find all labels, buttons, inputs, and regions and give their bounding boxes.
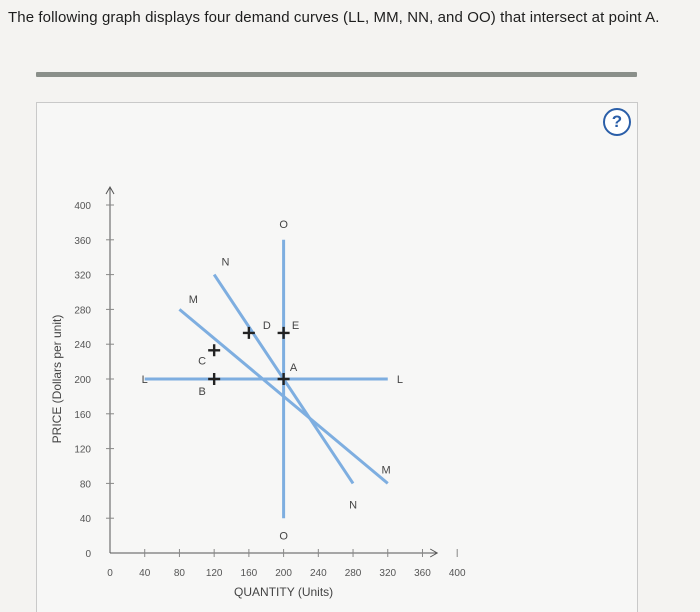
y-tick-label: 280 bbox=[74, 305, 91, 316]
help-button[interactable]: ? bbox=[603, 108, 631, 136]
point-b-label: B bbox=[198, 386, 205, 398]
y-tick-label: 160 bbox=[74, 410, 91, 421]
curve-label-m: M bbox=[189, 294, 198, 306]
y-tick-label: 400 bbox=[74, 201, 91, 212]
y-tick-label: 80 bbox=[80, 479, 92, 490]
x-tick-label: 320 bbox=[379, 568, 396, 579]
y-tick-label: 120 bbox=[74, 445, 91, 456]
curve-label-l: L bbox=[397, 374, 403, 386]
curve-label-o: O bbox=[279, 219, 288, 231]
y-tick-label: 320 bbox=[74, 271, 91, 282]
x-tick-label: 400 bbox=[449, 568, 466, 579]
y-tick-label: 360 bbox=[74, 236, 91, 247]
x-tick-label: 200 bbox=[275, 568, 292, 579]
y-tick-label: 240 bbox=[74, 340, 91, 351]
point-d-marker bbox=[242, 326, 255, 339]
divider bbox=[36, 72, 637, 77]
curve-label-n: N bbox=[221, 257, 229, 269]
x-tick-label: 0 bbox=[107, 568, 113, 579]
x-tick-label: 80 bbox=[174, 568, 186, 579]
y-axis-arrow bbox=[105, 185, 115, 195]
point-b-marker bbox=[208, 373, 221, 385]
y-tick-label: 40 bbox=[80, 514, 92, 525]
x-tick-label: 160 bbox=[241, 568, 258, 579]
curve-label-o: O bbox=[279, 531, 288, 543]
point-e-marker bbox=[277, 326, 290, 339]
point-c-marker bbox=[208, 344, 221, 357]
y-tick-label: 200 bbox=[74, 375, 91, 386]
point-c-label: C bbox=[198, 355, 206, 367]
point-a-marker bbox=[277, 373, 290, 385]
question-text: The following graph displays four demand… bbox=[8, 9, 660, 26]
curve-label-m: M bbox=[381, 464, 390, 476]
x-tick-label: 240 bbox=[310, 568, 327, 579]
curve-label-l: L bbox=[142, 374, 148, 386]
y-tick-label: 0 bbox=[85, 549, 91, 560]
x-tick-label: 280 bbox=[345, 568, 362, 579]
point-a-label: A bbox=[290, 362, 298, 374]
x-tick-label: 360 bbox=[414, 568, 431, 579]
x-axis-title: QUANTITY (Units) bbox=[234, 585, 333, 599]
x-tick-label: 40 bbox=[139, 568, 151, 579]
curve-label-n: N bbox=[349, 499, 357, 511]
point-e-label: E bbox=[292, 320, 299, 332]
x-tick-label: 120 bbox=[206, 568, 223, 579]
point-d-label: D bbox=[263, 320, 271, 332]
y-axis-title: PRICE (Dollars per unit) bbox=[50, 315, 64, 444]
graph-panel bbox=[36, 102, 638, 612]
x-axis-arrow bbox=[429, 548, 439, 558]
